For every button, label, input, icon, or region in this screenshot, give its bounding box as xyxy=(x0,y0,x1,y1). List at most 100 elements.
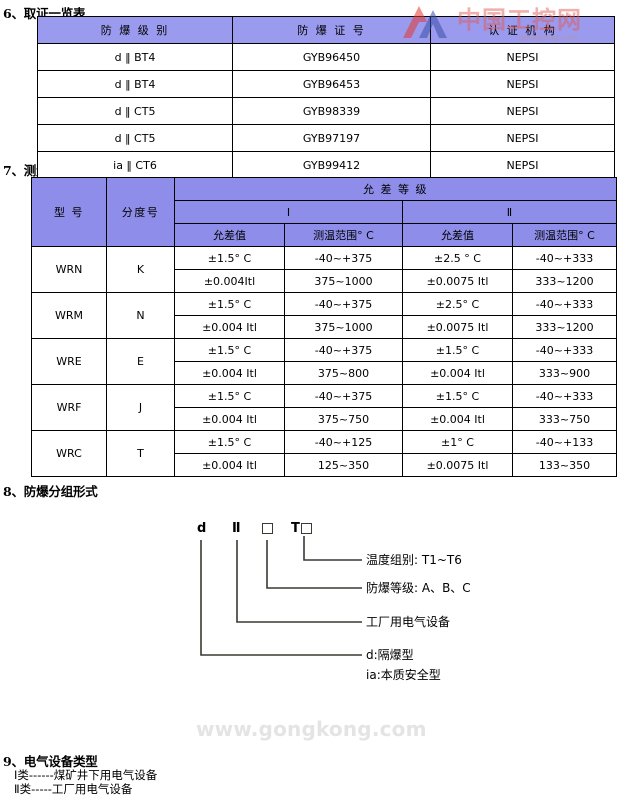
cell-range-1: -40~+375 xyxy=(284,384,403,408)
cell-cert-no: GYB96453 xyxy=(232,70,431,98)
cell-cert-no: GYB97197 xyxy=(232,124,431,152)
cell-ex-class: d ‖ BT4 xyxy=(37,70,233,98)
diagram-symbol-d: d xyxy=(197,521,207,536)
cell-cert-body: NEPSI xyxy=(430,43,615,71)
table-row: WRC T ±1.5° C -40~+125 ±1° C -40~+133 xyxy=(31,430,617,477)
cell-model: WRM xyxy=(31,292,107,339)
table-header-row-1: 型 号 分度号 允 差 等 级 xyxy=(31,177,617,247)
cell-ex-class: d ‖ CT5 xyxy=(37,97,233,125)
cell-tolerance-2: ±1° C xyxy=(402,430,513,454)
cell-tolerance-1: ±1.5° C xyxy=(174,430,285,454)
cell-grade: J xyxy=(106,384,175,431)
cell-ex-class: d ‖ CT5 xyxy=(37,124,233,152)
diagram-label-temp-group: 温度组别: T1~T6 xyxy=(366,553,462,567)
table-row: ±0.004 Itl 375~750 ±0.004 Itl 333~750 xyxy=(32,407,617,431)
cell-tolerance-1: ±0.004Itl xyxy=(174,269,285,293)
cell-range-2: -40~+333 xyxy=(512,384,617,408)
cell-tolerance-2: ±0.0075 Itl xyxy=(402,315,513,339)
header-tolerance-value-1: 允差值 xyxy=(174,223,285,247)
cell-tolerance-2: ±0.0075 Itl xyxy=(402,269,513,293)
cell-cert-no: GYB99412 xyxy=(232,151,431,179)
table-row: d ‖ CT5 GYB97197 NEPSI xyxy=(37,124,615,152)
cell-cert-body: NEPSI xyxy=(430,70,615,98)
equipment-type-item-2: Ⅱ类-----工厂用电气设备 xyxy=(14,782,133,796)
cell-cert-no: GYB98339 xyxy=(232,97,431,125)
cell-ex-class: d ‖ BT4 xyxy=(37,43,233,71)
table-row: d ‖ BT4 GYB96450 NEPSI xyxy=(37,43,615,71)
cell-tolerance-1: ±1.5° C xyxy=(174,246,285,270)
cell-range-1: -40~+375 xyxy=(284,292,403,316)
diagram-label-d-type: d:隔爆型 xyxy=(366,648,414,662)
cell-grade: E xyxy=(106,338,175,385)
ex-marking-breakdown-diagram: d Ⅱ T 温度组别: T1~T6 防爆等级: A、B、C 工厂用电气设备 d:… xyxy=(0,500,624,720)
cell-grade: N xyxy=(106,292,175,339)
header-ex-class: 防 爆 级 别 xyxy=(37,16,233,44)
cell-range-2: -40~+133 xyxy=(512,430,617,454)
table-row: d ‖ CT5 GYB98339 NEPSI xyxy=(37,97,615,125)
cell-tolerance-2: ±1.5° C xyxy=(402,338,513,362)
cell-range-1: -40~+375 xyxy=(284,338,403,362)
cell-model: WRF xyxy=(31,384,107,431)
cell-grade: T xyxy=(106,430,175,477)
section-heading-ex-grouping: 8、防爆分组形式 xyxy=(3,484,98,499)
cell-range-2: 333~750 xyxy=(512,407,617,431)
diagram-symbol-t: T xyxy=(291,521,300,536)
cell-range-2: 133~350 xyxy=(512,453,617,477)
cell-model: WRC xyxy=(31,430,107,477)
header-cert-body: 认 证 机 构 xyxy=(430,16,615,44)
cell-model: WRN xyxy=(31,246,107,293)
cell-range-2: 333~900 xyxy=(512,361,617,385)
diagram-placeholder-box-temp xyxy=(301,523,312,534)
cell-cert-no: GYB96450 xyxy=(232,43,431,71)
table-row: WRF J ±1.5° C -40~+375 ±1.5° C -40~+333 xyxy=(31,384,617,431)
header-grade: 分度号 xyxy=(106,177,175,247)
cell-grade: K xyxy=(106,246,175,293)
cell-tolerance-2: ±2.5° C xyxy=(402,292,513,316)
cell-range-2: 333~1200 xyxy=(512,269,617,293)
cell-tolerance-1: ±1.5° C xyxy=(174,292,285,316)
cell-range-1: -40~+125 xyxy=(284,430,403,454)
cell-tolerance-1: ±1.5° C xyxy=(174,384,285,408)
diagram-leader-lines xyxy=(200,536,362,656)
header-ex-cert-no: 防 爆 证 号 xyxy=(232,16,431,44)
table-row: WRN K ±1.5° C -40~+375 ±2.5 ° C -40~+333 xyxy=(31,246,617,293)
table-row: WRE E ±1.5° C -40~+375 ±1.5° C -40~+333 xyxy=(31,338,617,385)
cell-range-1: 375~1000 xyxy=(284,315,403,339)
section-heading-equipment-types: 9、电气设备类型 xyxy=(3,754,98,769)
cell-range-1: 125~350 xyxy=(284,453,403,477)
cell-cert-body: NEPSI xyxy=(430,124,615,152)
header-tolerance-value-2: 允差值 xyxy=(402,223,513,247)
cell-tolerance-2: ±1.5° C xyxy=(402,384,513,408)
cell-ex-class: ia ‖ CT6 xyxy=(37,151,233,179)
cell-tolerance-1: ±1.5° C xyxy=(174,338,285,362)
cell-cert-body: NEPSI xyxy=(430,151,615,179)
diagram-label-ia-type: ia:本质安全型 xyxy=(366,668,441,682)
site-url-watermark: www.gongkong.com xyxy=(196,717,427,741)
cell-range-2: -40~+333 xyxy=(512,246,617,270)
cell-model: WRE xyxy=(31,338,107,385)
cell-tolerance-2: ±0.004 Itl xyxy=(402,407,513,431)
cell-range-1: 375~800 xyxy=(284,361,403,385)
table-header-row: 防 爆 级 别 防 爆 证 号 认 证 机 构 xyxy=(37,16,615,44)
cell-range-2: -40~+333 xyxy=(512,338,617,362)
cell-tolerance-2: ±0.0075 Itl xyxy=(402,453,513,477)
measurement-range-table: 型 号 分度号 允 差 等 级 Ⅰ Ⅱ 允差值 测温范围° C 允差值 测温范围… xyxy=(31,177,617,477)
table-row: WRM N ±1.5° C -40~+375 ±2.5° C -40~+333 xyxy=(31,292,617,339)
cell-tolerance-1: ±0.004 Itl xyxy=(174,407,285,431)
cell-range-2: 333~1200 xyxy=(512,315,617,339)
cell-tolerance-2: ±2.5 ° C xyxy=(402,246,513,270)
table-row: ±0.004Itl 375~1000 ±0.0075 Itl 333~1200 xyxy=(32,269,617,293)
diagram-placeholder-box-level xyxy=(262,523,273,534)
header-tolerance-class-group: 允 差 等 级 xyxy=(174,177,617,201)
cell-range-2: -40~+333 xyxy=(512,292,617,316)
table-header-row-3: 允差值 测温范围° C 允差值 测温范围° C xyxy=(32,223,617,247)
header-temp-range-1: 测温范围° C xyxy=(284,223,403,247)
cell-range-1: -40~+375 xyxy=(284,246,403,270)
table-row: ia ‖ CT6 GYB99412 NEPSI xyxy=(37,151,615,179)
certification-table: 防 爆 级 别 防 爆 证 号 认 证 机 构 d ‖ BT4 GYB96450… xyxy=(37,16,615,179)
table-row: ±0.004 Itl 125~350 ±0.0075 Itl 133~350 xyxy=(32,453,617,477)
cell-tolerance-1: ±0.004 Itl xyxy=(174,315,285,339)
cell-tolerance-1: ±0.004 Itl xyxy=(174,453,285,477)
header-class-2: Ⅱ xyxy=(402,200,617,224)
cell-range-1: 375~1000 xyxy=(284,269,403,293)
